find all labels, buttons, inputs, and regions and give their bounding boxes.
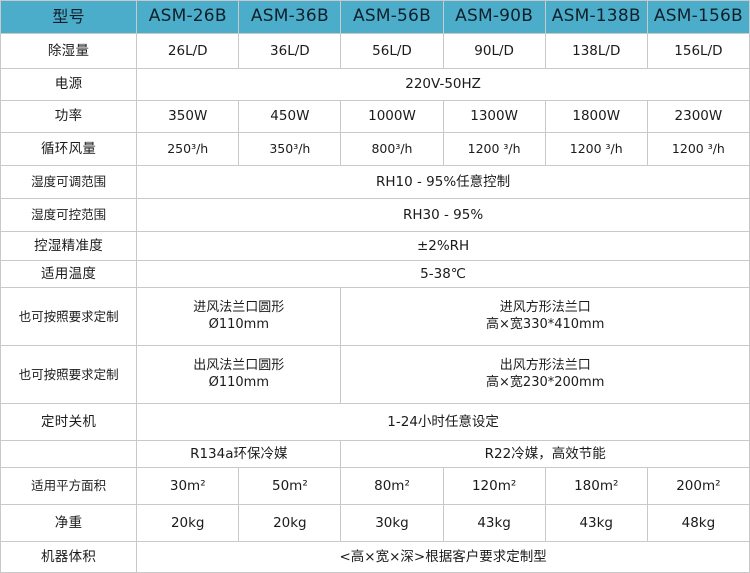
cell-wattage-1: 350W (136, 100, 240, 133)
table-row-airflow: 循环风量 250³/h 350³/h 800³/h 1200 ³/h 1200 … (0, 132, 750, 166)
cell-humidity-accuracy-value: ±2%RH (136, 231, 750, 261)
row-label-custom-outlet-flange: 也可按照要求定制 (0, 345, 138, 404)
row-label-timer-shutdown: 定时关机 (0, 403, 138, 441)
header-model-2: ASM-36B (238, 0, 342, 34)
inlet-flange-round-size: Ø110mm (208, 316, 269, 332)
inlet-flange-square-title: 进风方形法兰口 (499, 300, 591, 316)
table-row-dehumidification: 除湿量 26L/D 36L/D 56L/D 90L/D 138L/D 156L/… (0, 33, 750, 69)
row-label-net-weight: 净重 (0, 504, 138, 542)
table-row-humidity-control-range: 湿度可控范围 RH30 - 95% (0, 198, 750, 232)
header-row: 型号 ASM-26B ASM-36B ASM-56B ASM-90B ASM-1… (0, 0, 750, 34)
cell-airflow-2: 350³/h (238, 132, 342, 166)
outlet-flange-round-title: 出风法兰口圆形 (193, 358, 285, 374)
outlet-flange-square-size: 高×宽230*200mm (486, 374, 605, 390)
header-model-3: ASM-56B (340, 0, 444, 34)
row-label-humidity-accuracy: 控湿精准度 (0, 231, 138, 261)
cell-airflow-5: 1200 ³/h (544, 132, 648, 166)
cell-power-supply-value: 220V-50HZ (136, 68, 750, 101)
header-model-label: 型号 (0, 0, 138, 34)
cell-airflow-4: 1200 ³/h (442, 132, 546, 166)
cell-airflow-3: 800³/h (340, 132, 444, 166)
row-label-refrigerant (0, 440, 138, 468)
row-label-dehumidification: 除湿量 (0, 33, 138, 69)
cell-wattage-4: 1300W (442, 100, 546, 133)
cell-wattage-2: 450W (238, 100, 342, 133)
table-row-humidity-adjust-range: 湿度可调范围 RH10 - 95%任意控制 (0, 165, 750, 199)
row-label-machine-volume: 机器体积 (0, 541, 138, 573)
cell-dehumidification-1: 26L/D (136, 33, 240, 69)
cell-inlet-flange-square: 进风方形法兰口 高×宽330*410mm (340, 287, 750, 346)
cell-coverage-area-4: 120m² (442, 467, 546, 505)
cell-dehumidification-4: 90L/D (442, 33, 546, 69)
cell-airflow-6: 1200 ³/h (646, 132, 750, 166)
outlet-flange-square-title: 出风方形法兰口 (499, 358, 591, 374)
cell-coverage-area-5: 180m² (544, 467, 648, 505)
row-label-custom-inlet-flange: 也可按照要求定制 (0, 287, 138, 346)
cell-net-weight-3: 30kg (340, 504, 444, 542)
cell-dehumidification-5: 138L/D (544, 33, 648, 69)
cell-net-weight-2: 20kg (238, 504, 342, 542)
row-label-humidity-control-range: 湿度可控范围 (0, 198, 138, 232)
table-row-custom-inlet-flange: 也可按照要求定制 进风法兰口圆形 Ø110mm 进风方形法兰口 高×宽330*4… (0, 287, 750, 346)
table-header: 型号 ASM-26B ASM-36B ASM-56B ASM-90B ASM-1… (0, 0, 750, 34)
cell-coverage-area-2: 50m² (238, 467, 342, 505)
cell-dehumidification-2: 36L/D (238, 33, 342, 69)
inlet-flange-square-size: 高×宽330*410mm (486, 316, 605, 332)
row-label-operating-temperature: 适用温度 (0, 260, 138, 288)
cell-outlet-flange-round: 出风法兰口圆形 Ø110mm (136, 345, 342, 404)
inlet-flange-round-title: 进风法兰口圆形 (193, 300, 285, 316)
cell-coverage-area-6: 200m² (646, 467, 750, 505)
header-model-6: ASM-156B (646, 0, 750, 34)
cell-wattage-5: 1800W (544, 100, 648, 133)
cell-net-weight-4: 43kg (442, 504, 546, 542)
cell-dehumidification-6: 156L/D (646, 33, 750, 69)
table-row-wattage: 功率 350W 450W 1000W 1300W 1800W 2300W (0, 100, 750, 133)
row-label-humidity-adjust-range: 湿度可调范围 (0, 165, 138, 199)
row-label-power-supply: 电源 (0, 68, 138, 101)
row-label-coverage-area: 适用平方面积 (0, 467, 138, 505)
cell-operating-temperature-value: 5-38℃ (136, 260, 750, 288)
cell-net-weight-5: 43kg (544, 504, 648, 542)
cell-wattage-3: 1000W (340, 100, 444, 133)
cell-timer-shutdown-value: 1-24小时任意设定 (136, 403, 750, 441)
cell-wattage-6: 2300W (646, 100, 750, 133)
cell-refrigerant-r134a: R134a环保冷媒 (136, 440, 342, 468)
table-row-custom-outlet-flange: 也可按照要求定制 出风法兰口圆形 Ø110mm 出风方形法兰口 高×宽230*2… (0, 345, 750, 404)
table-row-operating-temperature: 适用温度 5-38℃ (0, 260, 750, 288)
table-row-humidity-accuracy: 控湿精准度 ±2%RH (0, 231, 750, 261)
table-row-timer-shutdown: 定时关机 1-24小时任意设定 (0, 403, 750, 441)
table-row-coverage-area: 适用平方面积 30m² 50m² 80m² 120m² 180m² 200m² (0, 467, 750, 505)
header-model-5: ASM-138B (544, 0, 648, 34)
cell-humidity-adjust-range-value: RH10 - 95%任意控制 (136, 165, 750, 199)
cell-coverage-area-1: 30m² (136, 467, 240, 505)
table-row-refrigerant: R134a环保冷媒 R22冷媒，高效节能 (0, 440, 750, 468)
table-row-power-supply: 电源 220V-50HZ (0, 68, 750, 101)
cell-machine-volume-value: <高×宽×深>根据客户要求定制型 (136, 541, 750, 573)
outlet-flange-round-size: Ø110mm (208, 374, 269, 390)
cell-net-weight-6: 48kg (646, 504, 750, 542)
row-label-airflow: 循环风量 (0, 132, 138, 166)
cell-outlet-flange-square: 出风方形法兰口 高×宽230*200mm (340, 345, 750, 404)
cell-airflow-1: 250³/h (136, 132, 240, 166)
cell-coverage-area-3: 80m² (340, 467, 444, 505)
table-row-net-weight: 净重 20kg 20kg 30kg 43kg 43kg 48kg (0, 504, 750, 542)
cell-dehumidification-3: 56L/D (340, 33, 444, 69)
row-label-wattage: 功率 (0, 100, 138, 133)
cell-inlet-flange-round: 进风法兰口圆形 Ø110mm (136, 287, 342, 346)
cell-net-weight-1: 20kg (136, 504, 240, 542)
header-model-4: ASM-90B (442, 0, 546, 34)
table-row-machine-volume: 机器体积 <高×宽×深>根据客户要求定制型 (0, 541, 750, 573)
cell-humidity-control-range-value: RH30 - 95% (136, 198, 750, 232)
table-body: 除湿量 26L/D 36L/D 56L/D 90L/D 138L/D 156L/… (0, 33, 750, 573)
header-model-1: ASM-26B (136, 0, 240, 34)
cell-refrigerant-r22: R22冷媒，高效节能 (340, 440, 750, 468)
